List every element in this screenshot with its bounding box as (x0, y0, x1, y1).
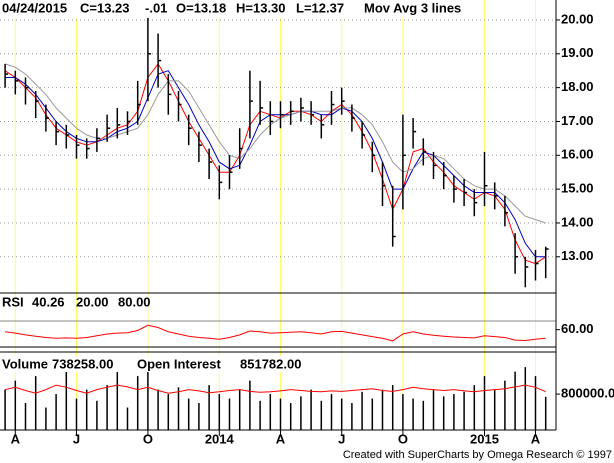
x-tick-label: O (143, 431, 153, 446)
y-tick-label: 13.00 (561, 248, 594, 263)
y-tick-label: 18.00 (561, 79, 594, 94)
open-interest-line (4, 384, 546, 394)
footer: Created with SuperCharts by Omega Resear… (343, 449, 612, 461)
header-text: H=13.30 (236, 0, 286, 15)
level-label: 20.00 (76, 294, 109, 309)
header-text: C=13.23 (80, 0, 130, 15)
x-tick-label: O (398, 431, 408, 446)
x-tick-label: J (338, 431, 345, 446)
current-value: 851782.00 (240, 356, 301, 371)
header-text: O=13.18 (176, 0, 226, 15)
y-tick-label: 16.00 (561, 147, 594, 162)
y-tick-label: 15.00 (561, 181, 594, 196)
y-tick-label: 17.00 (561, 113, 594, 128)
panel-title: RSI (2, 294, 24, 309)
header-text: -.01 (145, 0, 167, 15)
rsi-line (5, 324, 546, 342)
level-label: 80.00 (118, 294, 151, 309)
current-value: 738258.00 (52, 356, 113, 371)
moving-average (4, 63, 546, 265)
series-name: Volume (2, 356, 48, 371)
header-bg (0, 0, 470, 18)
y-tick-label: 800000.0 (561, 386, 614, 401)
y-tick-label: 20.00 (561, 11, 594, 26)
x-tick-label: J (73, 431, 80, 446)
y-tick-label: 14.00 (561, 214, 594, 229)
x-tick-label: A (276, 431, 286, 446)
header-bg (0, 356, 315, 372)
moving-average (5, 70, 546, 258)
x-tick-label: A (11, 431, 21, 446)
current-value: 40.26 (32, 294, 65, 309)
header-text: L=12.37 (296, 0, 344, 15)
moving-average (4, 63, 546, 224)
x-tick-label: 2014 (205, 431, 235, 446)
header-text: 04/24/2015 (2, 0, 67, 15)
x-tick-label: A (531, 431, 541, 446)
header-text: Mov Avg 3 lines (364, 0, 461, 15)
x-tick-label: 2015 (470, 431, 499, 446)
y-tick-label: 19.00 (561, 45, 594, 60)
series-name: Open Interest (137, 356, 221, 371)
y-tick-label: 60.00 (561, 321, 594, 336)
